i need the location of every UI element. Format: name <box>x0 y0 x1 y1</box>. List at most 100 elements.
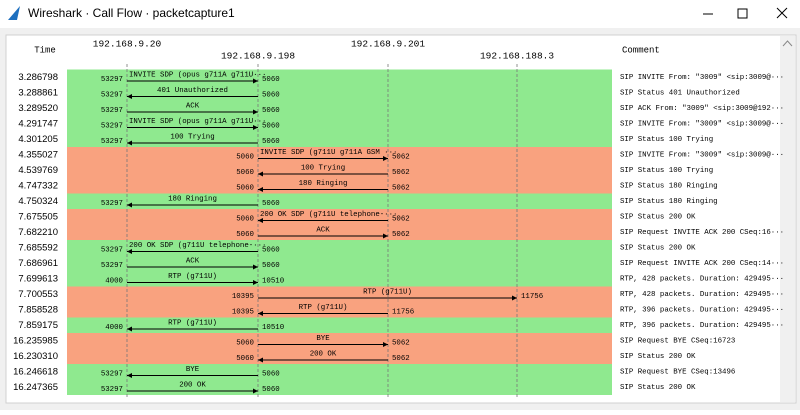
row-comment: RTP, 396 packets. Duration: 429495··· <box>620 307 784 315</box>
src-port: 5060 <box>236 340 254 348</box>
dst-port: 5060 <box>262 107 280 115</box>
row-bg <box>67 193 612 209</box>
host-label: 192.168.9.201 <box>351 39 425 50</box>
row-comment: SIP Request BYE CSeq:16723 <box>620 338 735 346</box>
src-port: 53297 <box>101 138 123 146</box>
arrow-head <box>253 125 258 130</box>
src-port: 53297 <box>101 76 123 84</box>
row-time: 3.288861 <box>18 87 58 98</box>
message-label: ACK <box>316 226 330 234</box>
message-label: BYE <box>186 366 200 374</box>
row-comment: SIP ACK From: "3009" <sip:3009@192··· <box>620 105 784 113</box>
row-comment: SIP Status 100 Trying <box>620 167 713 175</box>
row-comment: SIP Request INVITE ACK 200 CSeq:14··· <box>620 260 784 268</box>
close-button[interactable] <box>776 7 788 19</box>
dst-port: 5060 <box>262 138 280 146</box>
dst-port: 5060 <box>262 371 280 379</box>
src-port: 4000 <box>105 278 123 286</box>
message-label: RTP (g711U) <box>168 273 217 281</box>
app-icon <box>8 6 20 20</box>
row-time: 16.235985 <box>13 335 58 346</box>
dst-port: 5060 <box>262 76 280 84</box>
arrow-head <box>383 233 388 239</box>
arrow-head <box>253 388 258 394</box>
row-bg <box>67 131 612 147</box>
row-comment: RTP, 428 packets. Duration: 429495··· <box>620 276 784 284</box>
row-time: 7.700553 <box>18 289 58 300</box>
row-time: 3.286798 <box>18 72 58 83</box>
row-bg <box>67 162 612 178</box>
row-bg <box>67 178 612 194</box>
row-time: 7.685592 <box>18 242 58 253</box>
arrow-head <box>253 78 258 84</box>
host-label: 192.168.188.3 <box>480 51 554 62</box>
row-bg <box>67 224 612 240</box>
row-comment: SIP Request BYE CSeq:13496 <box>620 369 735 377</box>
src-port: 53297 <box>101 107 123 115</box>
dst-port: 5060 <box>262 386 280 394</box>
message-label: ACK <box>186 257 200 265</box>
row-comment: SIP Request INVITE ACK 200 CSeq:16··· <box>620 229 784 237</box>
row-bg <box>67 317 612 333</box>
maximize-button[interactable] <box>737 8 748 19</box>
row-time: 16.246618 <box>13 366 58 377</box>
arrow-head <box>253 109 258 115</box>
message-label: 200 OK <box>310 350 337 358</box>
src-port: 10395 <box>232 293 254 301</box>
row-time: 7.686961 <box>18 258 58 269</box>
row-time: 16.247365 <box>13 382 58 393</box>
src-port: 53297 <box>101 247 123 255</box>
window-title: Wireshark · Call Flow · packetcapture1 <box>28 6 235 20</box>
arrow-head <box>253 264 258 270</box>
src-port: 10395 <box>232 309 254 317</box>
message-label: 200 OK SDP (g711U telephone-··· <box>129 242 267 250</box>
message-label: 200 OK SDP (g711U telephone-··· <box>260 211 398 219</box>
dst-port: 5062 <box>392 185 410 193</box>
row-bg <box>67 364 612 380</box>
row-time: 4.747332 <box>18 180 58 191</box>
message-label: INVITE SDP (opus g711A g711U··· <box>129 71 267 79</box>
row-time: 7.682210 <box>18 227 58 238</box>
dst-port: 10510 <box>262 324 284 332</box>
row-comment: SIP Status 180 Ringing <box>620 183 718 191</box>
message-label: RTP (g711U) <box>299 304 348 312</box>
row-bg <box>67 333 612 349</box>
dst-port: 5060 <box>262 247 280 255</box>
arrow-head <box>258 187 263 192</box>
arrow-head <box>127 202 132 208</box>
row-time: 4.301205 <box>18 134 58 145</box>
dst-port: 5060 <box>262 92 280 100</box>
comment-header: Comment <box>622 45 660 55</box>
arrow-head <box>512 295 517 301</box>
message-label: 180 Ringing <box>299 180 348 188</box>
row-bg <box>67 147 612 163</box>
row-comment: SIP INVITE From: "3009" <sip:3009@··· <box>620 74 784 82</box>
arrow-head <box>127 326 132 332</box>
host-label: 192.168.9.20 <box>93 39 162 50</box>
row-bg <box>67 271 612 287</box>
message-label: ACK <box>186 102 200 110</box>
scroll-up[interactable] <box>782 40 793 47</box>
arrow-head <box>127 373 132 378</box>
scrollbar[interactable] <box>780 36 795 402</box>
row-comment: RTP, 396 packets. Duration: 429495··· <box>620 322 784 330</box>
arrow-head <box>383 342 388 347</box>
arrow-head <box>383 156 388 161</box>
row-bg <box>67 379 612 395</box>
dst-port: 5060 <box>262 123 280 131</box>
row-time: 7.858528 <box>18 304 58 315</box>
arrow-head <box>253 280 258 285</box>
dst-port: 5060 <box>262 262 280 270</box>
message-label: 100 Trying <box>170 133 214 141</box>
src-port: 4000 <box>105 324 123 332</box>
message-label: RTP (g711U) <box>363 288 412 296</box>
row-time: 16.230310 <box>13 351 58 362</box>
src-port: 5060 <box>236 355 254 363</box>
src-port: 53297 <box>101 262 123 270</box>
dst-port: 5062 <box>392 216 410 224</box>
row-comment: SIP Status 200 OK <box>620 353 696 361</box>
row-comment: SIP INVITE From: "3009" <sip:3009@··· <box>620 152 784 160</box>
arrow-head <box>258 357 263 363</box>
